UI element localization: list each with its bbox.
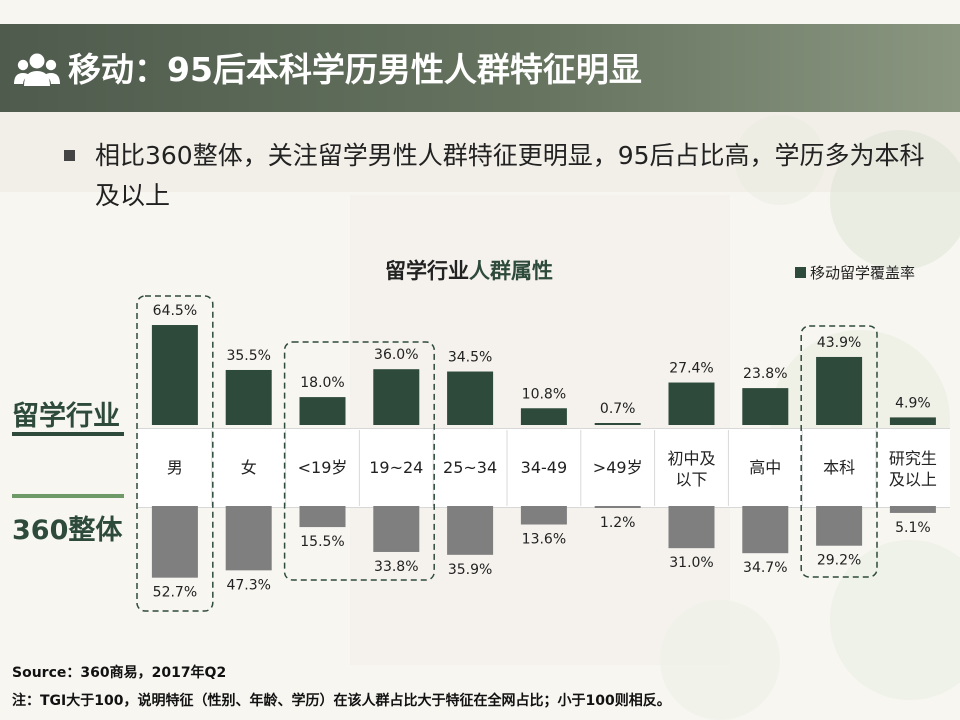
- bar-bottom: [151, 506, 198, 578]
- bar-bottom: [668, 506, 715, 549]
- data-label-top: 64.5%: [153, 303, 197, 319]
- legend-label: 移动留学覆盖率: [810, 264, 916, 282]
- bar-top: [889, 417, 936, 425]
- row-label-bottom: 360整体: [12, 515, 123, 546]
- bar-top: [373, 369, 420, 425]
- data-label-top: 10.8%: [522, 386, 566, 402]
- bar-bottom: [742, 506, 789, 554]
- page-title: 移动：95后本科学历男性人群特征明显: [68, 50, 642, 89]
- data-label-bottom: 15.5%: [300, 534, 344, 550]
- slide-header: 移动：95后本科学历男性人群特征明显: [0, 24, 960, 112]
- data-label-top: 35.5%: [226, 348, 270, 364]
- data-label-top: 34.5%: [448, 350, 492, 366]
- row-label-top: 留学行业: [12, 401, 120, 432]
- bar-top: [742, 388, 789, 425]
- data-label-top: 43.9%: [817, 335, 861, 351]
- data-label-bottom: 34.7%: [743, 560, 787, 576]
- data-label-bottom: 29.2%: [817, 553, 861, 569]
- data-label-bottom: 52.7%: [153, 585, 197, 601]
- data-label-top: 27.4%: [669, 361, 713, 377]
- data-label-top: 36.0%: [374, 347, 418, 363]
- data-label-top: 18.0%: [300, 375, 344, 391]
- data-label-bottom: 35.9%: [448, 562, 492, 578]
- bar-top: [299, 397, 346, 425]
- bar-top: [225, 369, 272, 425]
- bullet-text: 相比360整体，关注留学男性人群特征更明显，95后占比高，学历多为本科及以上: [95, 141, 925, 210]
- bar-top: [668, 382, 715, 425]
- data-label-top: 23.8%: [743, 366, 787, 382]
- data-label-bottom: 47.3%: [226, 577, 270, 593]
- data-label-bottom: 13.6%: [522, 531, 566, 547]
- data-label-bottom: 33.8%: [374, 559, 418, 575]
- bar-top: [816, 356, 863, 425]
- data-label-bottom: 31.0%: [669, 555, 713, 571]
- bar-top: [520, 408, 567, 425]
- bar-bottom: [447, 506, 494, 555]
- bar-top: [447, 371, 494, 425]
- people-group-icon: [14, 53, 60, 86]
- data-label-bottom: 5.1%: [895, 520, 931, 536]
- bar-top: [594, 423, 641, 425]
- chart-title: 留学行业人群属性: [385, 255, 553, 285]
- data-label-top: 0.7%: [600, 401, 636, 417]
- source-note: Source：360商易，2017年Q2: [12, 665, 227, 681]
- row-line-top: [12, 432, 124, 436]
- footnote: 注：TGI大于100，说明特征（性别、年龄、学历）在该人群占比大于特征在全网占比…: [12, 693, 671, 709]
- category-band: [138, 428, 950, 508]
- legend-swatch: [795, 267, 806, 278]
- bar-bottom: [520, 506, 567, 525]
- bar-bottom: [816, 506, 863, 546]
- data-label-bottom: 1.2%: [600, 515, 636, 531]
- chart-title-part1: 留学行业: [385, 259, 469, 283]
- chart-title-part2: 人群属性: [469, 259, 553, 283]
- row-line-bottom: [12, 494, 124, 498]
- chart-legend: 移动留学覆盖率: [795, 262, 915, 283]
- bullet-square-icon: [64, 150, 75, 161]
- bar-bottom: [299, 506, 346, 528]
- bar-bottom: [225, 506, 272, 571]
- data-label-top: 4.9%: [895, 395, 931, 411]
- bar-bottom: [373, 506, 420, 552]
- bar-top: [151, 325, 198, 425]
